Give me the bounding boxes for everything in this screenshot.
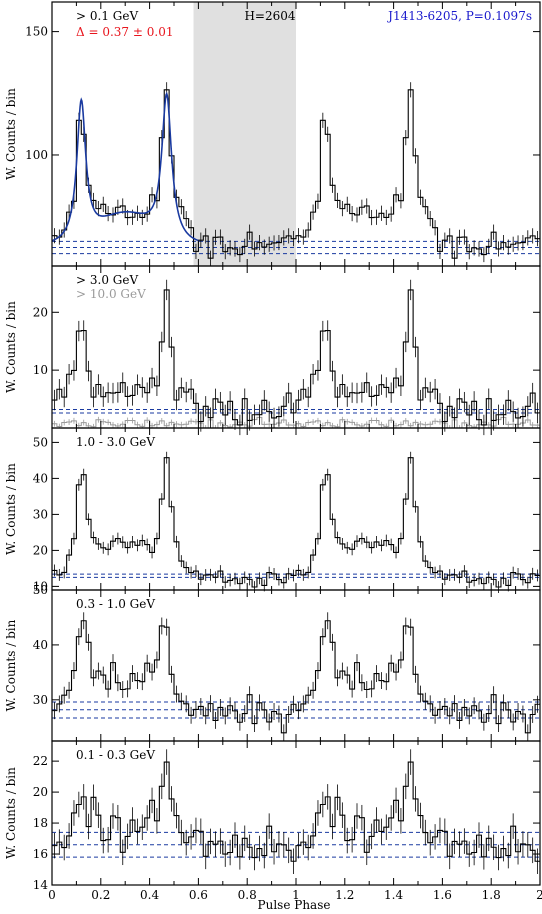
panel-0.1-0.3GeV: 14 16 18 20 22 W. Counts / bin 0.1 - 0.3 GeV 0 0… — [4, 740, 542, 902]
off-pulse-shaded-region — [193, 2, 296, 266]
y-tick-label: 50 — [33, 583, 48, 597]
panel-1-3GeV: 10 20 30 40 50 W. Counts / bin 1.0 - 3.0 GeV — [4, 427, 541, 593]
peak-separation-label: Δ = 0.37 ± 0.01 — [76, 25, 173, 39]
x-tick-label: 0.4 — [140, 888, 159, 902]
y-axis-label: W. Counts / bin — [4, 463, 18, 555]
x-tick-label: 0 — [48, 888, 56, 902]
pulsar-label: J1413-6205, P=0.1097s — [386, 9, 532, 23]
x-tick-label: 0.6 — [189, 888, 208, 902]
energy-band-label-high: > 10.0 GeV — [76, 287, 146, 301]
y-tick-label: 20 — [33, 543, 48, 557]
y-tick-label: 10 — [33, 363, 48, 377]
panel-0.3-1GeV: 30 40 50 W. Counts / bin 0.3 - 1.0 GeV — [4, 583, 541, 742]
profile-histogram — [52, 89, 540, 259]
y-axis-label: W. Counts / bin — [4, 88, 18, 180]
panel-frame — [51, 740, 541, 886]
energy-band-label: > 3.0 GeV — [76, 273, 138, 287]
x-tick-label: 1.6 — [433, 888, 452, 902]
y-tick-label: 18 — [33, 816, 48, 830]
panel-top: 100 150 W. Counts / bin > 0.1 GeV Δ = 0.37 ±… — [4, 1, 541, 267]
y-tick-label: 150 — [25, 25, 48, 39]
x-tick-label: 1.4 — [384, 888, 403, 902]
y-tick-label: 10 — [33, 579, 48, 593]
profile-histogram — [52, 289, 540, 426]
y-tick-label: 50 — [33, 435, 48, 449]
x-tick-label: 1 — [292, 888, 300, 902]
model-fit-curve — [51, 91, 199, 242]
profile-histogram — [52, 457, 540, 588]
profile-histogram — [52, 620, 540, 734]
y-tick-label: 30 — [33, 693, 48, 707]
energy-band-label: 1.0 - 3.0 GeV — [76, 435, 155, 449]
y-tick-label: 20 — [33, 305, 48, 319]
panel-frame — [51, 427, 541, 591]
y-tick-label: 100 — [25, 148, 48, 162]
y-axis-label: W. Counts / bin — [4, 767, 18, 859]
energy-band-label: > 0.1 GeV — [76, 9, 138, 23]
energy-band-label: 0.3 - 1.0 GeV — [76, 597, 155, 611]
y-tick-label: 40 — [33, 638, 48, 652]
y-tick-label: 16 — [33, 847, 48, 861]
y-tick-label: 20 — [33, 785, 48, 799]
profile-histogram — [52, 761, 540, 862]
x-tick-label: 0.2 — [91, 888, 110, 902]
y-tick-label: 30 — [33, 507, 48, 521]
h-test-label: H=2604 — [244, 9, 295, 23]
x-axis-label: Pulse Phase — [258, 898, 331, 912]
x-tick-label: 2 — [536, 888, 542, 902]
energy-band-label: 0.1 - 0.3 GeV — [76, 748, 155, 762]
y-tick-label: 22 — [33, 754, 48, 768]
y-axis-label: W. Counts / bin — [4, 619, 18, 711]
panel-3-10GeV: 10 20 W. Counts / bin > 3.0 GeV> 10.0 GeV — [4, 265, 541, 436]
y-axis-label: W. Counts / bin — [4, 301, 18, 393]
y-tick-label: 40 — [33, 471, 48, 485]
x-tick-label: 1.8 — [482, 888, 501, 902]
x-tick-label: 0.8 — [238, 888, 257, 902]
y-tick-label: 14 — [33, 878, 49, 892]
x-tick-label: 1.2 — [335, 888, 354, 902]
